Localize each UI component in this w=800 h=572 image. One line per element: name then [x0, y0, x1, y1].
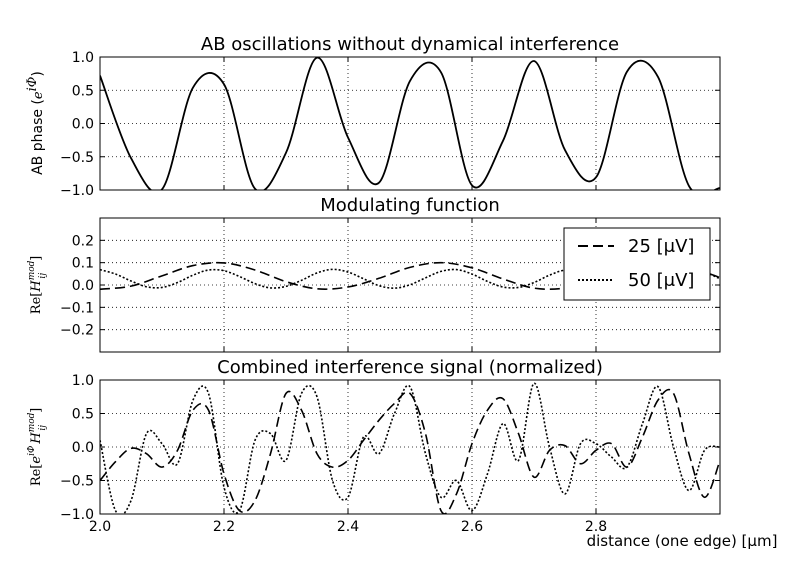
legend: 25 [μV] 50 [μV]: [563, 227, 711, 301]
panel-3-x-label: distance (one edge) [μm]: [587, 532, 778, 550]
panel-3-ytick-label-4: −1.0: [60, 507, 94, 523]
panel-3-xtick-label-1: 2.2: [213, 519, 235, 535]
panel-combined-signal: Combined interference signal (normalized…: [27, 357, 777, 550]
legend-entry-50uv: 50 [μV]: [578, 270, 694, 291]
panel-2-y-label: Re[Hmodij]: [27, 256, 48, 314]
panel-2-series-dashed: [100, 261, 720, 291]
panel-3-y-ticks: 1.0 0.5 0.0 −0.5 −1.0: [60, 373, 94, 523]
panel-2-ytick-label-4: −0.2: [60, 323, 94, 339]
panel-3-frame: [99, 379, 721, 515]
panel-modulating-function: Modulating function 0.2 0.1 0.0 −0.1 −0.2 Re…: [27, 195, 721, 353]
panel-3-series: [100, 382, 720, 514]
panel-1-ytick-label-3: −0.5: [60, 150, 94, 166]
panel-1-series-solid: [100, 57, 720, 190]
panel-2-y-ticks: 0.2 0.1 0.0 −0.1 −0.2: [60, 233, 94, 338]
panel-1-frame: [99, 56, 721, 191]
legend-label-50uv: 50 [μV]: [628, 270, 694, 291]
panel-2-ytick-label-2: 0.0: [72, 278, 94, 294]
panel-3-series-dotted: [100, 382, 720, 514]
panel-1-y-label: AB phase (eiΦ): [25, 71, 46, 175]
panel-1-y-ticks: 1.0 0.5 0.0 −0.5 −1.0: [60, 50, 94, 199]
panel-3-xtick-label-2: 2.4: [337, 519, 359, 535]
panel-3-ytick-label-3: −0.5: [60, 474, 94, 490]
panel-2-frame: [99, 217, 721, 353]
panel-1-grid: [100, 56, 720, 191]
panel-3-series-dashed: [100, 388, 720, 514]
panel-3-y-label: Re[eiΦHmodij]: [27, 408, 48, 486]
panel-2-title: Modulating function: [320, 195, 500, 216]
panel-3-title: Combined interference signal (normalized…: [217, 357, 603, 378]
panel-ab-oscillations: AB oscillations without dynamical interf…: [25, 34, 721, 199]
panel-3-x-ticks: 2.0 2.2 2.4 2.6 2.8: [89, 519, 607, 535]
panel-3-xtick-label-4: 2.8: [585, 519, 607, 535]
panel-3-grid: [100, 379, 720, 515]
panel-1-ytick-label-2: 0.0: [72, 117, 94, 133]
panel-2-ytick-label-0: 0.2: [72, 233, 94, 249]
panel-2-ytick-label-1: 0.1: [72, 256, 94, 272]
panel-1-ytick-label-4: −1.0: [60, 183, 94, 199]
panel-3-xtick-label-3: 2.6: [461, 519, 483, 535]
panel-2-ytick-label-3: −0.1: [60, 300, 94, 316]
legend-label-25uv: 25 [μV]: [628, 236, 694, 257]
panel-3-xtick-label-0: 2.0: [89, 519, 111, 535]
legend-box: [563, 227, 711, 301]
legend-entry-25uv: 25 [μV]: [578, 236, 694, 257]
panel-1-title: AB oscillations without dynamical interf…: [201, 34, 619, 55]
panel-1-ytick-label-1: 0.5: [72, 83, 94, 99]
panel-1-series: [100, 57, 720, 190]
panel-3-ytick-label-0: 1.0: [72, 373, 94, 389]
panel-3-ytick-label-1: 0.5: [72, 407, 94, 423]
panel-1-ytick-label-0: 1.0: [72, 50, 94, 66]
panel-3-ytick-label-2: 0.0: [72, 440, 94, 456]
